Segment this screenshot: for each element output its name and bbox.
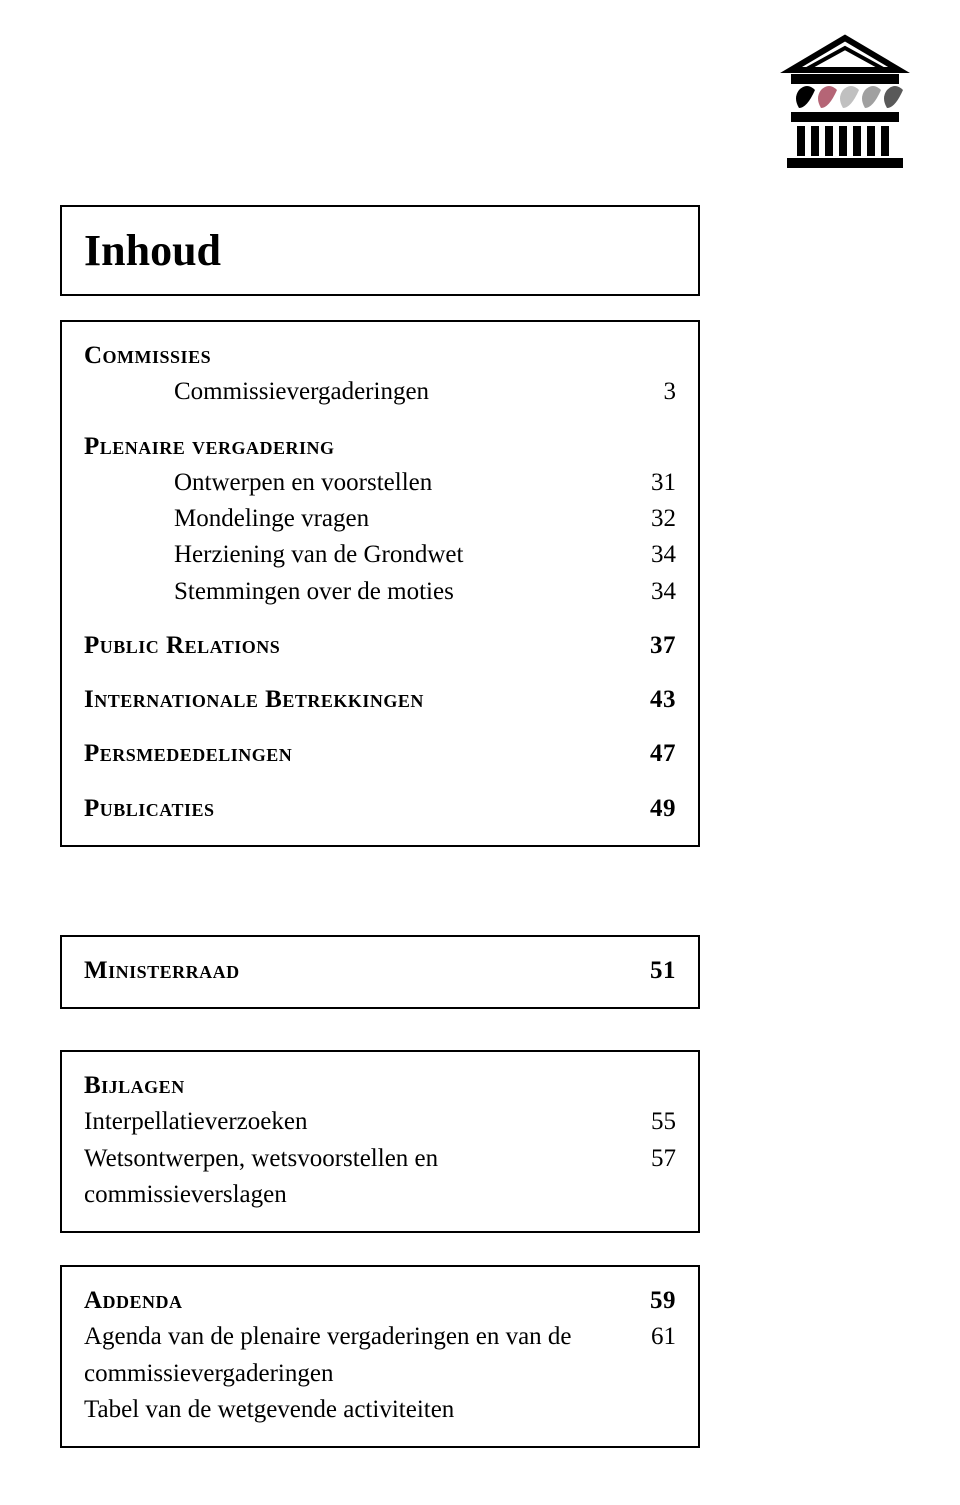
heading-persmededelingen: Persmededelingen — [84, 736, 621, 772]
item-page: 3 — [621, 374, 676, 410]
item-label: Mondelinge vragen — [174, 501, 621, 537]
toc-box-bijlagen: Bijlagen Interpellatieverzoeken55 Wetson… — [60, 1050, 700, 1233]
item-page: 37 — [621, 628, 676, 664]
toc-box-main: Commissies Commissievergaderingen3 Plena… — [60, 320, 700, 847]
heading-addenda: Addenda — [84, 1283, 621, 1319]
page-title: Inhoud — [84, 225, 676, 276]
item-label: Wetsontwerpen, wetsvoorstellen en commis… — [84, 1141, 621, 1214]
item-page: 32 — [621, 501, 676, 537]
item-page: 34 — [621, 537, 676, 573]
item-label: Stemmingen over de moties — [174, 574, 621, 610]
item-page: 59 — [621, 1283, 676, 1319]
item-page: 57 — [621, 1141, 676, 1177]
item-label: Tabel van de wetgevende activiteiten — [84, 1392, 621, 1428]
heading-internationale: Internationale Betrekkingen — [84, 682, 621, 718]
heading-commissies: Commissies — [84, 338, 676, 374]
item-page: 55 — [621, 1104, 676, 1140]
item-page: 49 — [621, 791, 676, 827]
heading-ministerraad: Ministerraad — [84, 953, 621, 989]
title-box: Inhoud — [60, 205, 700, 296]
item-page: 31 — [621, 465, 676, 501]
heading-public-relations: Public Relations — [84, 628, 621, 664]
heading-plenaire: Plenaire vergadering — [84, 429, 676, 465]
item-page: 43 — [621, 682, 676, 718]
parliament-logo-icon — [775, 30, 915, 170]
toc-box-ministerraad: Ministerraad51 — [60, 935, 700, 1009]
item-label: Interpellatieverzoeken — [84, 1104, 621, 1140]
item-page: 51 — [621, 953, 676, 989]
item-page: 47 — [621, 736, 676, 772]
toc-box-addenda: Addenda59 Agenda van de plenaire vergade… — [60, 1265, 700, 1448]
item-page: 61 — [621, 1319, 676, 1355]
heading-publicaties: Publicaties — [84, 791, 621, 827]
item-label: Ontwerpen en voorstellen — [174, 465, 621, 501]
item-label: Agenda van de plenaire vergaderingen en … — [84, 1319, 621, 1392]
item-label: Herziening van de Grondwet — [174, 537, 621, 573]
item-page: 34 — [621, 574, 676, 610]
item-label: Commissievergaderingen — [174, 374, 621, 410]
heading-bijlagen: Bijlagen — [84, 1068, 676, 1104]
